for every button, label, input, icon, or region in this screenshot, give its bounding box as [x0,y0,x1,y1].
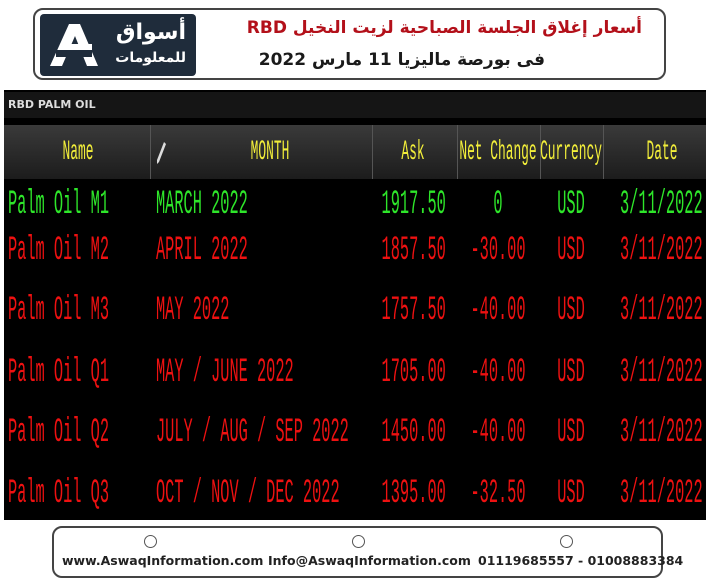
column-header: Net Change [459,137,537,168]
table-cell: -32.50 [470,475,526,513]
separator [540,125,541,179]
table-cell: 3/11/2022 [620,232,703,270]
table-title: RBD PALM OIL [4,92,706,118]
footer-phone: 01119685557 - 01008883384 [478,553,684,568]
separator [603,125,604,179]
column-header: MONTH [250,137,290,168]
table-cell: USD [557,475,585,513]
table-cell: USD [557,354,585,392]
table-cell: APRIL 2022 [156,232,248,270]
table-cell: 3/11/2022 [620,475,703,513]
table-cell: Palm Oil M3 [8,292,109,330]
table-cell: 3/11/2022 [620,414,703,452]
table-cell: 1857.50 [381,232,446,270]
table-cell: USD [557,232,585,270]
table-cell: 3/11/2022 [620,186,703,224]
table-cell: Palm Oil Q3 [8,475,109,513]
column-header: Currency [540,137,602,168]
table-cell: 3/11/2022 [620,354,703,392]
logo-mark [50,24,98,66]
footer-website: www.AswaqInformation.com [62,553,264,568]
phone-icon [560,535,573,548]
mail-icon [352,535,365,548]
separator [150,125,151,179]
footer-box [52,526,663,578]
logo-subtitle: للمعلومات [115,50,186,66]
table-cell: MAY / JUNE 2022 [156,354,294,392]
column-header: Name [62,137,94,168]
table-cell: -40.00 [470,354,526,392]
table-cell: MARCH 2022 [156,186,248,224]
footer-email: Info@AswaqInformation.com [268,553,471,568]
table-cell: Palm Oil Q1 [8,354,109,392]
separator [372,125,373,179]
table-cell: MAY 2022 [156,292,230,330]
table-cell: 1705.00 [381,354,446,392]
table-cell: 0 [493,186,503,224]
table-cell: Palm Oil Q2 [8,414,109,452]
table-cell: -30.00 [470,232,526,270]
table-cell: USD [557,186,585,224]
table-header [4,125,706,179]
logo-name: أسواق [115,20,186,45]
title-line: فى بورصة ماليزيا 11 مارس 2022 [258,50,545,70]
table-cell: USD [557,414,585,452]
table-cell: USD [557,292,585,330]
table-cell: 1450.00 [381,414,446,452]
table-cell: Palm Oil M1 [8,186,109,224]
table-cell: -40.00 [470,414,526,452]
column-header: Ask [401,137,425,168]
edit-icon [157,142,166,164]
table-cell: 1757.50 [381,292,446,330]
table-cell: OCT / NOV / DEC 2022 [156,475,340,513]
column-header: Date [646,137,678,168]
table-cell: Palm Oil M2 [8,232,109,270]
table-cell: -40.00 [470,292,526,330]
table-cell: 3/11/2022 [620,292,703,330]
web-icon [144,535,157,548]
separator [457,125,458,179]
table-cell: 1395.00 [381,475,446,513]
title-line: أسعار إغلاق الجلسة الصباحية لزيت النخيل … [246,18,642,38]
table-cell: JULY / AUG / SEP 2022 [156,414,349,452]
table-cell: 1917.50 [381,186,446,224]
logo: أسواق للمعلومات [40,14,196,76]
table-title-text: RBD PALM OIL [8,98,96,111]
